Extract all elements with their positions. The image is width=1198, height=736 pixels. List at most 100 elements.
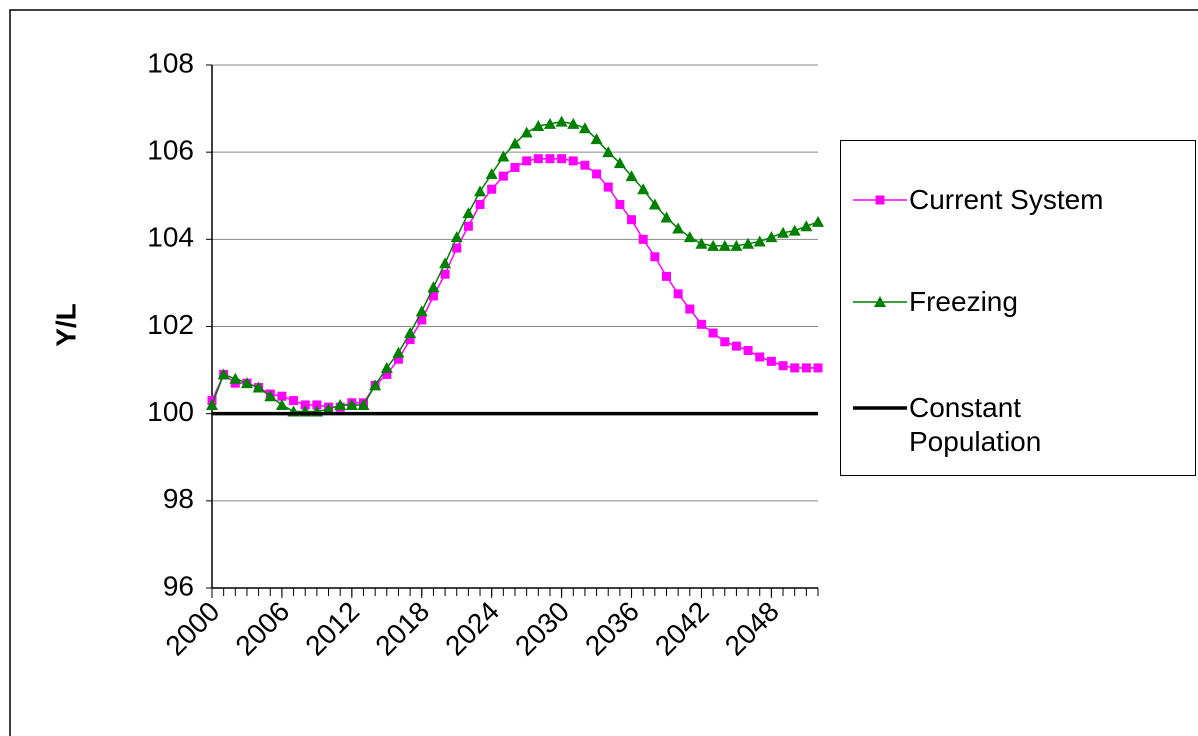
data-point [417, 315, 427, 325]
data-point [800, 220, 813, 232]
data-point [474, 185, 487, 197]
x-tick-label: 2024 [439, 596, 505, 662]
data-point [289, 396, 299, 406]
data-point [742, 237, 755, 249]
data-point [240, 377, 253, 389]
data-point [229, 372, 242, 384]
data-point [613, 157, 626, 169]
legend-swatch [853, 195, 907, 205]
data-point [404, 327, 417, 339]
data-point [405, 335, 415, 345]
y-tick-label: 102 [147, 309, 194, 340]
data-point [580, 160, 590, 170]
data-point [812, 215, 824, 227]
data-point [730, 239, 743, 251]
data-point [450, 231, 463, 243]
data-point [277, 391, 287, 401]
data-point [765, 231, 778, 243]
legend-entry: Current System [851, 183, 1179, 217]
y-tick-label: 108 [147, 47, 194, 78]
data-point [357, 398, 370, 410]
data-point [685, 304, 695, 314]
data-point [720, 337, 730, 347]
data-point [275, 398, 288, 410]
data-point [509, 137, 521, 149]
data-point [708, 328, 718, 338]
data-point [463, 221, 473, 231]
legend-entry: Constant Population [851, 391, 1089, 459]
data-point [498, 171, 508, 181]
data-point [427, 281, 440, 293]
legend: Current System Freezing Constant Populatio… [840, 140, 1196, 476]
x-tick-label: 2030 [509, 596, 575, 662]
data-point [206, 398, 218, 410]
data-point [707, 239, 720, 251]
data-point [428, 291, 438, 301]
data-point [578, 122, 591, 134]
data-point [522, 156, 532, 166]
data-point [217, 368, 230, 380]
y-tick-label: 106 [147, 135, 194, 166]
data-point [555, 115, 568, 127]
data-point [660, 211, 673, 223]
legend-swatch [853, 406, 907, 410]
data-point [662, 271, 671, 281]
data-point [637, 183, 650, 195]
data-point [590, 133, 603, 145]
legend-swatch [853, 296, 907, 307]
data-point [532, 120, 545, 132]
data-point [369, 379, 382, 391]
x-tick-label: 2042 [649, 596, 715, 662]
data-point [813, 363, 823, 373]
data-point [264, 390, 277, 402]
y-tick-label: 96 [163, 570, 194, 601]
legend-marker [874, 296, 886, 307]
data-point [322, 403, 335, 415]
data-point [755, 352, 765, 362]
data-point [462, 207, 475, 219]
data-point [683, 231, 696, 243]
data-point [487, 184, 497, 194]
x-tick-label: 2000 [159, 596, 225, 662]
y-tick-label: 100 [147, 396, 194, 427]
x-tick-label: 2006 [229, 596, 295, 662]
data-point [510, 162, 520, 172]
y-axis-label: Y/L [50, 303, 81, 347]
data-point [497, 150, 510, 162]
data-point [415, 305, 428, 317]
data-point [638, 234, 648, 244]
y-tick-label: 98 [163, 483, 194, 514]
x-tick-label: 2018 [369, 596, 435, 662]
data-point [625, 170, 638, 182]
data-point [731, 341, 741, 351]
data-point [753, 235, 766, 247]
data-point [627, 215, 637, 225]
data-point [452, 243, 462, 253]
data-point [718, 239, 731, 251]
legend-label: Current System [909, 184, 1104, 215]
data-point [695, 237, 708, 249]
data-point [557, 154, 567, 164]
data-point [568, 156, 578, 166]
data-point [543, 117, 556, 129]
y-tick-label: 104 [147, 222, 194, 253]
legend-label: Freezing [909, 286, 1018, 317]
data-point [520, 126, 533, 138]
data-point [743, 345, 753, 355]
data-point [790, 363, 800, 373]
series-line [211, 157, 818, 408]
data-point [648, 198, 661, 210]
data-point [345, 398, 358, 410]
data-point [440, 269, 450, 279]
data-point [801, 363, 811, 373]
data-point [672, 222, 685, 234]
x-tick-label: 2012 [299, 596, 365, 662]
data-point [567, 117, 580, 129]
data-point [312, 400, 322, 410]
data-point [696, 319, 706, 329]
data-point [380, 361, 393, 373]
data-point [485, 167, 498, 179]
data-point [382, 369, 392, 379]
data-point [439, 257, 452, 269]
